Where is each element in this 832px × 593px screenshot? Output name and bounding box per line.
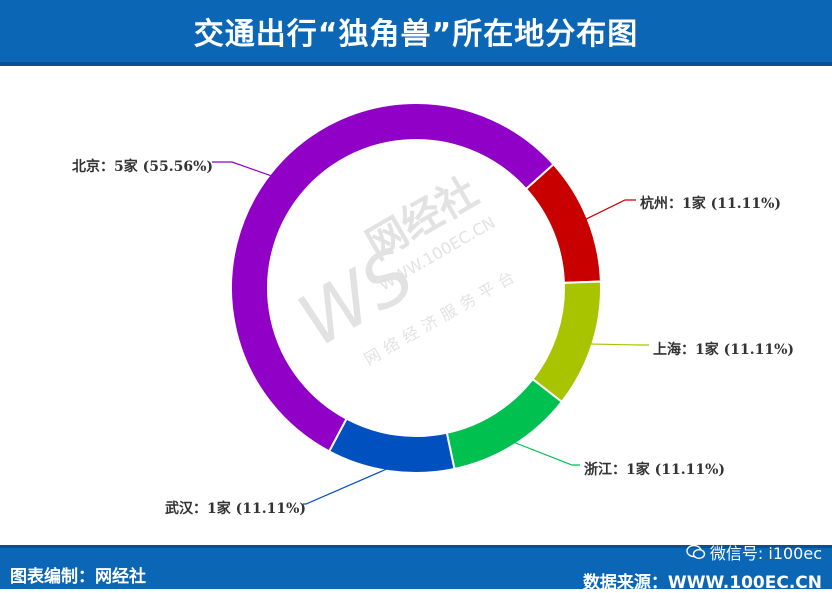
footer-credit: 图表编制：网经社 (10, 567, 146, 587)
donut-slice-4 (327, 417, 456, 474)
leader-line-0 (212, 161, 274, 178)
leader-line-2 (588, 343, 649, 346)
chart-header: 交通出行“独角兽”所在地分布图 (0, 0, 832, 66)
leader-line-1 (583, 199, 636, 221)
donut-chart: 杭州：1家 (11.11%) 上海：1家 (11.11%) 浙江：1家 (11.11… (72, 102, 794, 517)
chart-footer: 图表编制：网经社 微信号: i100ec 数据来源：WWW.100EC.CN (0, 544, 832, 593)
chart-title: 交通出行“独角兽”所在地分布图 (193, 17, 639, 52)
wechat-label: 微信号: i100ec (709, 544, 822, 563)
leader-line-4 (303, 466, 392, 505)
wechat-badge: 微信号: i100ec (686, 540, 822, 564)
slice-label-2: 上海：1家 (11.11%) (653, 341, 794, 358)
slice-label-1: 杭州：1家 (11.11%) (640, 195, 781, 212)
donut-slice-0 (230, 102, 555, 453)
wechat-icon (686, 544, 706, 560)
slice-label-4: 武汉：1家 (11.11%) (165, 500, 306, 517)
donut-slice-2 (531, 280, 602, 404)
leader-line-3 (511, 440, 580, 466)
slice-label-0: 北京：5家 (55.56%) (72, 158, 213, 175)
footer-source: 数据来源：WWW.100EC.CN (582, 573, 822, 593)
donut-slice-1 (524, 162, 602, 284)
slice-label-3: 浙江：1家 (11.11%) (584, 461, 725, 478)
donut-slice-3 (445, 377, 564, 471)
chart-area: 杭州：1家 (11.11%) 上海：1家 (11.11%) 浙江：1家 (11.11… (0, 66, 832, 545)
watermark: WS 网经社 WWW.100EC.CN 网络经济服务平台 (285, 169, 523, 369)
